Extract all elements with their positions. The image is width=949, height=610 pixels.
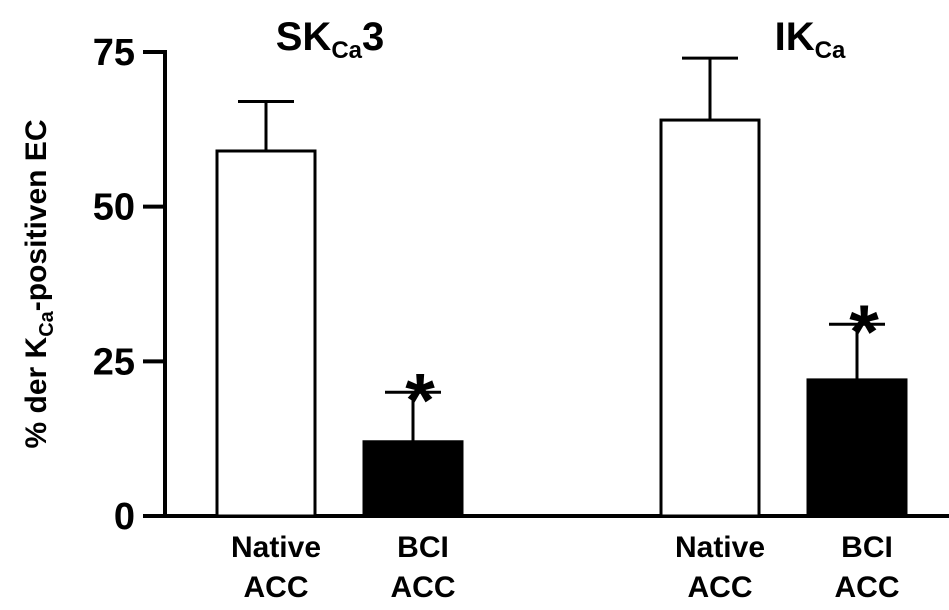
category-label-line2: ACC: [244, 571, 309, 604]
bar: [659, 118, 761, 518]
group-title-main: IK: [775, 15, 815, 59]
category-label-line1: BCI: [397, 531, 449, 564]
y-axis-label: % der KCa-positiven EC: [20, 120, 58, 449]
y-axis-label-rest: -positiven EC: [20, 120, 53, 312]
labels: % der KCa-positiven ECSKCa3NativeACC*BCI…: [20, 15, 900, 604]
bars: [215, 56, 908, 518]
group-title-suffix: 3: [362, 15, 384, 59]
y-axis-label-main: % der K: [20, 336, 53, 448]
y-axis-label-subscript: Ca: [36, 310, 58, 336]
category-label-line2: ACC: [391, 571, 456, 604]
y-tick-label: 0: [114, 496, 135, 538]
bar: [806, 378, 908, 518]
bar: [215, 149, 317, 518]
category-label-line2: ACC: [688, 571, 753, 604]
category-label-line1: Native: [231, 531, 321, 564]
group-title-subscript: Ca: [331, 37, 362, 64]
y-tick-label: 75: [93, 32, 135, 74]
y-tick-label: 25: [93, 341, 135, 383]
group-title-subscript: Ca: [815, 37, 846, 64]
bar: [362, 440, 464, 518]
group-title-main: SK: [276, 15, 332, 59]
group-title: IKCa: [775, 15, 846, 64]
category-label-line1: BCI: [841, 531, 893, 564]
y-tick-label: 50: [93, 187, 135, 229]
significance-marker: *: [849, 290, 879, 375]
category-label-line1: Native: [675, 531, 765, 564]
significance-marker: *: [405, 358, 435, 443]
category-label-line2: ACC: [835, 571, 900, 604]
group-title: SKCa3: [276, 15, 385, 64]
